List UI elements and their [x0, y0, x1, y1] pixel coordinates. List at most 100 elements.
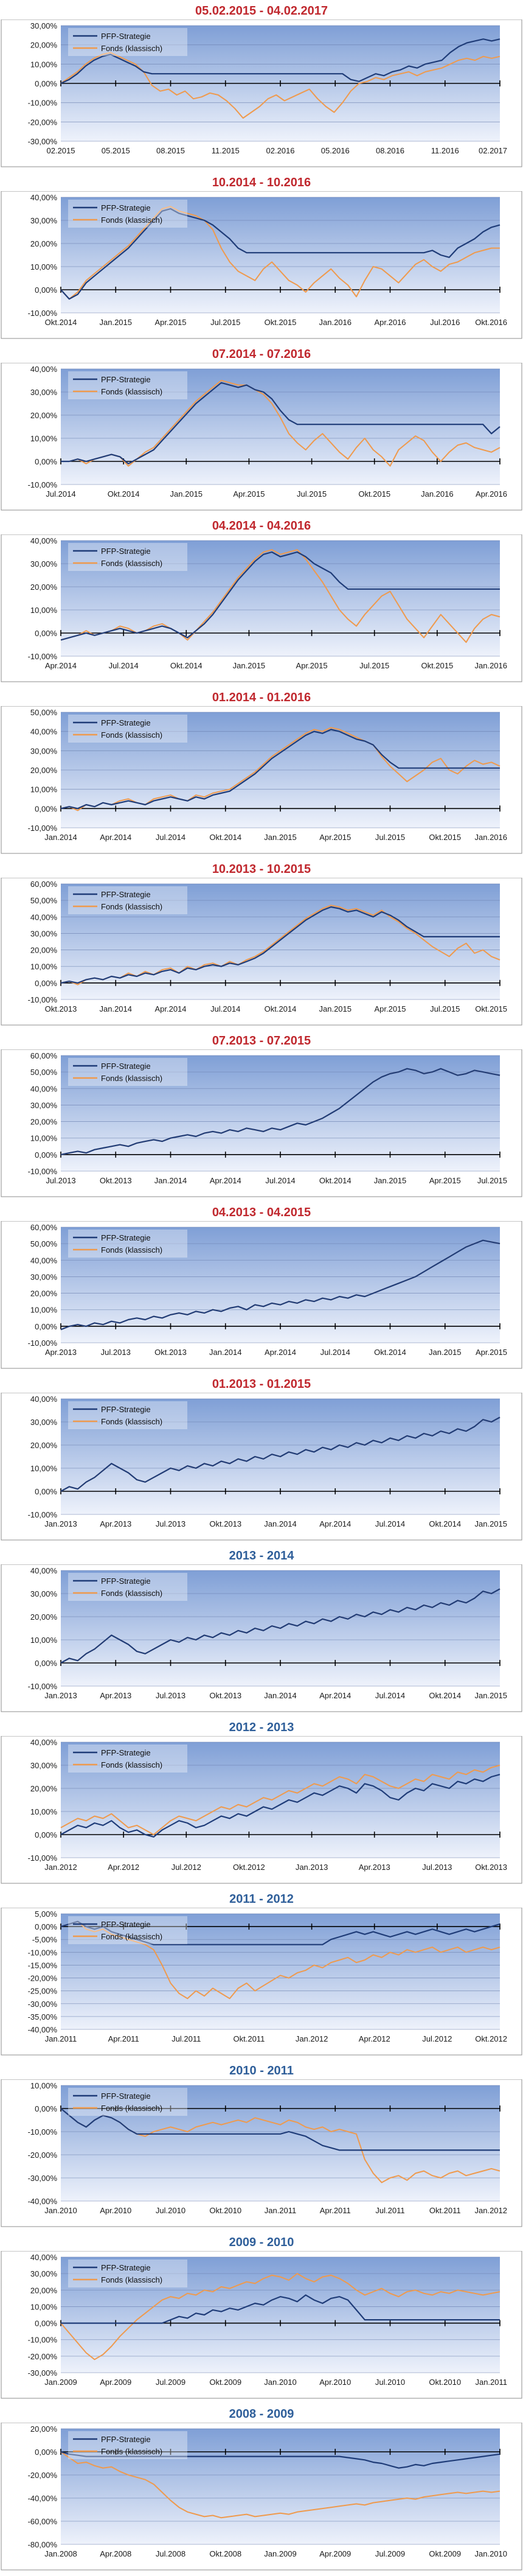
x-tick-label: Jul.2015: [297, 489, 327, 499]
legend-box: [68, 2259, 187, 2287]
legend-label-strategy: PFP-Strategie: [101, 375, 151, 384]
x-tick-label: Okt.2013: [45, 1004, 77, 1013]
series-line-pfp-strategie: [60, 208, 500, 300]
legend-box: [68, 1058, 187, 1086]
legend-label-strategy: PFP-Strategie: [101, 1748, 151, 1757]
y-tick-label: 0,00%: [35, 2448, 57, 2457]
series-line-fonds-klassisch: [60, 1765, 500, 1835]
y-tick-label: -30,00%: [28, 2000, 58, 2009]
y-tick-label: 30,00%: [30, 388, 58, 397]
x-tick-label: Jul.2014: [210, 1004, 240, 1013]
y-tick-label: 30,00%: [30, 21, 58, 30]
chart-title: 2011 - 2012: [229, 1892, 294, 1906]
x-tick-label: Jan.2010: [264, 2378, 297, 2387]
y-tick-label: -40,00%: [28, 2494, 58, 2503]
x-tick-label: Jul.2009: [375, 2549, 405, 2558]
y-tick-label: -10,00%: [28, 1682, 58, 1691]
series-line-pfp-strategie: [61, 2294, 500, 2324]
x-tick-label: Apr.2014: [265, 1348, 296, 1357]
x-tick-label: Apr.2011: [108, 2034, 139, 2043]
x-tick-label: Jul.2012: [422, 2034, 452, 2043]
series-line-pfp-strategie: [60, 1239, 500, 1331]
y-tick-label: 20,00%: [30, 41, 58, 50]
legend-label-fund: Fonds (klassisch): [101, 559, 162, 568]
y-tick-label: -60,00%: [28, 2517, 58, 2526]
x-tick-label: Jan.2014: [264, 1691, 297, 1700]
y-tick-label: 0,00%: [35, 1659, 57, 1668]
x-tick-label: Okt.2014: [209, 833, 241, 842]
legend-label-fund: Fonds (klassisch): [101, 1589, 162, 1598]
y-tick-label: 20,00%: [30, 946, 58, 955]
x-tick-label: Jan.2015: [100, 318, 133, 327]
y-tick-label: 60,00%: [30, 880, 58, 889]
y-tick-label: 0,00%: [35, 2104, 57, 2113]
x-tick-label: Okt.2014: [108, 489, 140, 499]
y-tick-label: 40,00%: [30, 193, 58, 202]
legend-label-fund: Fonds (klassisch): [101, 215, 162, 225]
legend-label-strategy: PFP-Strategie: [101, 1405, 151, 1414]
y-tick-label: 20,00%: [30, 583, 58, 592]
x-tick-label: Okt.2015: [421, 661, 453, 670]
x-tick-label: Jul.2015: [210, 318, 240, 327]
x-tick-label: Apr.2014: [45, 661, 77, 670]
y-tick-label: -10,00%: [28, 995, 58, 1004]
y-tick-label: -10,00%: [28, 1339, 58, 1348]
y-tick-label: 40,00%: [30, 912, 58, 922]
y-tick-label: -30,00%: [28, 2174, 58, 2183]
chart-panel: 2008 - 2009 20,00% 0,00% -20,00% -40,00% -60…: [0, 2403, 523, 2575]
series-line-pfp-strategie: [60, 1588, 500, 1664]
y-tick-label: -15,00%: [28, 1961, 58, 1970]
x-tick-label: Apr.2012: [108, 1863, 139, 1872]
x-tick-label: Okt.2010: [209, 2206, 241, 2215]
x-tick-label: Apr.2013: [100, 1519, 131, 1528]
legend-box: [68, 2431, 187, 2459]
x-tick-label: Jan.2014: [209, 1348, 242, 1357]
x-tick-label: Jan.2013: [44, 1519, 77, 1528]
y-tick-label: 10,00%: [30, 1306, 58, 1315]
legend-label-fund: Fonds (klassisch): [101, 387, 162, 396]
x-tick-label: Apr.2015: [476, 1348, 507, 1357]
y-tick-label: -10,00%: [28, 1510, 58, 1519]
x-tick-label: Jan.2012: [296, 2034, 328, 2043]
y-tick-label: 0,00%: [35, 1322, 57, 1331]
x-tick-label: Jan.2011: [475, 2378, 507, 2387]
legend-box: [68, 886, 187, 914]
x-tick-label: Jul.2014: [109, 661, 139, 670]
x-tick-label: Jan.2014: [100, 1004, 133, 1013]
legend-box: [68, 1401, 187, 1429]
y-tick-label: -20,00%: [28, 1974, 58, 1983]
y-tick-label: -10,00%: [28, 652, 58, 661]
chart-panel: 2013 - 2014 40,00% 30,00% 20,00% 10,00% 0,00…: [0, 1545, 523, 1717]
x-tick-label: Okt.2013: [209, 1519, 241, 1528]
legend-label-fund: Fonds (klassisch): [101, 44, 162, 53]
y-tick-label: 10,00%: [30, 1464, 58, 1473]
line-chart: 40,00%30,00%20,00%10,00%0,00%-10,00%Jan.…: [1, 1564, 522, 1712]
y-tick-label: 50,00%: [30, 1068, 58, 1077]
legend-label-fund: Fonds (klassisch): [101, 2447, 162, 2456]
series-line-pfp-strategie: [60, 38, 500, 84]
y-tick-label: -10,00%: [28, 480, 58, 489]
x-tick-label: Jan.2015: [170, 489, 203, 499]
x-tick-label: Jan.2015: [429, 1348, 462, 1357]
x-tick-label: Jan.2013: [296, 1863, 328, 1872]
y-tick-label: 0,00%: [35, 285, 57, 295]
series-line-pfp-strategie: [60, 1416, 500, 1492]
legend-label-fund: Fonds (klassisch): [101, 1074, 162, 1083]
series-line-fonds-klassisch: [60, 1920, 500, 2000]
x-tick-label: Okt.2014: [429, 1691, 461, 1700]
legend-box: [68, 1745, 187, 1773]
x-tick-label: Jul.2013: [422, 1863, 452, 1872]
chart-title: 2009 - 2010: [229, 2236, 294, 2249]
x-tick-label: Jul.2009: [156, 2378, 185, 2387]
line-chart: 40,00%30,00%20,00%10,00%0,00%-10,00%Jan.…: [1, 1393, 522, 1541]
y-tick-label: 10,00%: [30, 1636, 58, 1645]
y-tick-label: 30,00%: [30, 1589, 58, 1598]
y-tick-label: -10,00%: [28, 1853, 58, 1863]
y-tick-label: 30,00%: [30, 1101, 58, 1110]
y-tick-label: 30,00%: [30, 2269, 58, 2278]
line-chart: 40,00%30,00%20,00%10,00%0,00%-10,00%Jan.…: [1, 1736, 522, 1884]
y-tick-label: -10,00%: [28, 2336, 58, 2345]
chart-panel: 2012 - 2013 40,00% 30,00% 20,00% 10,00% 0,00…: [0, 1717, 523, 1888]
y-tick-label: 60,00%: [30, 1223, 58, 1232]
y-tick-label: 0,00%: [35, 1830, 57, 1839]
